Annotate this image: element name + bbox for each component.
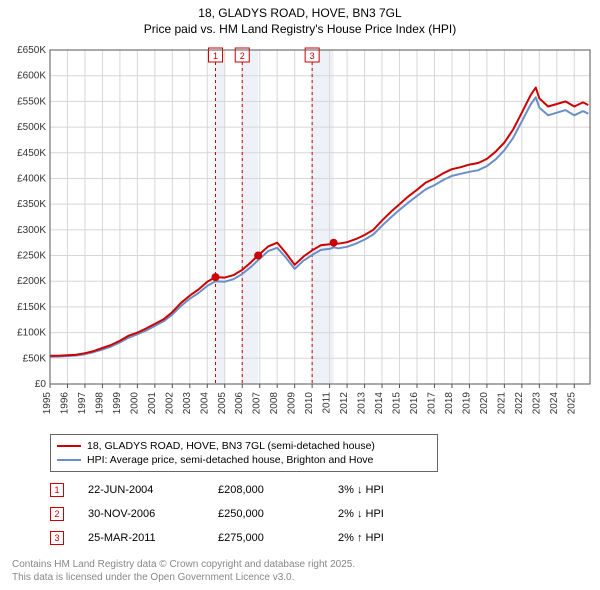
svg-text:£550K: £550K [17, 96, 46, 107]
svg-text:2013: 2013 [357, 392, 368, 415]
svg-text:1998: 1998 [94, 392, 105, 415]
svg-text:£200K: £200K [17, 276, 46, 287]
sale-marker-2: 2 [50, 507, 64, 521]
svg-text:£450K: £450K [17, 148, 46, 159]
sale-price: £208,000 [218, 484, 338, 496]
sale-marker-3: 3 [50, 531, 64, 545]
attribution-line2: This data is licensed under the Open Gov… [12, 571, 355, 584]
svg-text:£600K: £600K [17, 71, 46, 82]
attribution-line1: Contains HM Land Registry data © Crown c… [12, 558, 355, 571]
svg-text:£100K: £100K [17, 328, 46, 339]
svg-text:2: 2 [240, 51, 245, 61]
svg-text:1999: 1999 [112, 392, 123, 415]
svg-text:£50K: £50K [23, 353, 47, 364]
sale-marker-1: 1 [50, 483, 64, 497]
page-root: 18, GLADYS ROAD, HOVE, BN3 7GL Price pai… [0, 0, 600, 590]
svg-text:£250K: £250K [17, 251, 46, 262]
chart-title-block: 18, GLADYS ROAD, HOVE, BN3 7GL Price pai… [0, 0, 600, 37]
legend-label: HPI: Average price, semi-detached house,… [87, 453, 373, 467]
svg-text:2008: 2008 [269, 392, 280, 415]
svg-text:1: 1 [213, 51, 218, 61]
legend-item-property: 18, GLADYS ROAD, HOVE, BN3 7GL (semi-det… [57, 439, 431, 453]
svg-text:£350K: £350K [17, 199, 46, 210]
svg-text:2010: 2010 [304, 392, 315, 415]
svg-text:2024: 2024 [549, 392, 560, 415]
legend-swatch-property [57, 445, 81, 447]
svg-text:2006: 2006 [234, 392, 245, 415]
table-row: 2 30-NOV-2006 £250,000 2% ↓ HPI [50, 502, 428, 526]
svg-text:2019: 2019 [461, 392, 472, 415]
svg-text:3: 3 [310, 51, 315, 61]
sale-hpi-delta: 2% ↓ HPI [338, 508, 428, 520]
svg-text:2022: 2022 [514, 392, 525, 415]
sale-date: 25-MAR-2011 [88, 532, 218, 544]
svg-text:1995: 1995 [42, 392, 53, 415]
chart-title-line2: Price paid vs. HM Land Registry's House … [0, 22, 600, 38]
attribution-text: Contains HM Land Registry data © Crown c… [12, 558, 355, 584]
svg-text:2001: 2001 [147, 392, 158, 415]
svg-text:2025: 2025 [566, 392, 577, 415]
svg-text:£0: £0 [35, 379, 47, 390]
svg-text:2004: 2004 [199, 392, 210, 415]
legend-item-hpi: HPI: Average price, semi-detached house,… [57, 453, 431, 467]
table-row: 3 25-MAR-2011 £275,000 2% ↑ HPI [50, 526, 428, 550]
legend-swatch-hpi [57, 459, 81, 461]
svg-text:2000: 2000 [129, 392, 140, 415]
svg-text:£300K: £300K [17, 225, 46, 236]
svg-text:£400K: £400K [17, 173, 46, 184]
svg-text:2018: 2018 [444, 392, 455, 415]
sale-date: 30-NOV-2006 [88, 508, 218, 520]
svg-text:£150K: £150K [17, 302, 46, 313]
sales-table: 1 22-JUN-2004 £208,000 3% ↓ HPI 2 30-NOV… [50, 478, 428, 550]
svg-text:2012: 2012 [339, 392, 350, 415]
sale-price: £250,000 [218, 508, 338, 520]
svg-text:2002: 2002 [164, 392, 175, 415]
chart-title-line1: 18, GLADYS ROAD, HOVE, BN3 7GL [0, 6, 600, 22]
svg-text:2014: 2014 [374, 392, 385, 415]
table-row: 1 22-JUN-2004 £208,000 3% ↓ HPI [50, 478, 428, 502]
svg-text:2016: 2016 [409, 392, 420, 415]
chart-legend: 18, GLADYS ROAD, HOVE, BN3 7GL (semi-det… [50, 434, 438, 472]
svg-text:2020: 2020 [479, 392, 490, 415]
svg-text:2023: 2023 [531, 392, 542, 415]
svg-text:1997: 1997 [77, 392, 88, 415]
svg-text:1996: 1996 [59, 392, 70, 415]
sale-hpi-delta: 3% ↓ HPI [338, 484, 428, 496]
svg-text:2011: 2011 [322, 392, 333, 414]
line-chart: £0 £50K £100K £150K £200K £250K £300K £350K £400… [0, 40, 600, 430]
svg-text:2003: 2003 [182, 392, 193, 415]
svg-text:2015: 2015 [392, 392, 403, 415]
svg-text:2021: 2021 [496, 392, 507, 415]
sale-date: 22-JUN-2004 [88, 484, 218, 496]
sale-hpi-delta: 2% ↑ HPI [338, 532, 428, 544]
sale-price: £275,000 [218, 532, 338, 544]
svg-text:2017: 2017 [426, 392, 437, 415]
svg-text:2009: 2009 [287, 392, 298, 415]
svg-text:£500K: £500K [17, 122, 46, 133]
legend-label: 18, GLADYS ROAD, HOVE, BN3 7GL (semi-det… [87, 439, 375, 453]
svg-text:£650K: £650K [17, 45, 46, 56]
svg-text:2007: 2007 [252, 392, 263, 415]
svg-text:2005: 2005 [217, 392, 228, 415]
